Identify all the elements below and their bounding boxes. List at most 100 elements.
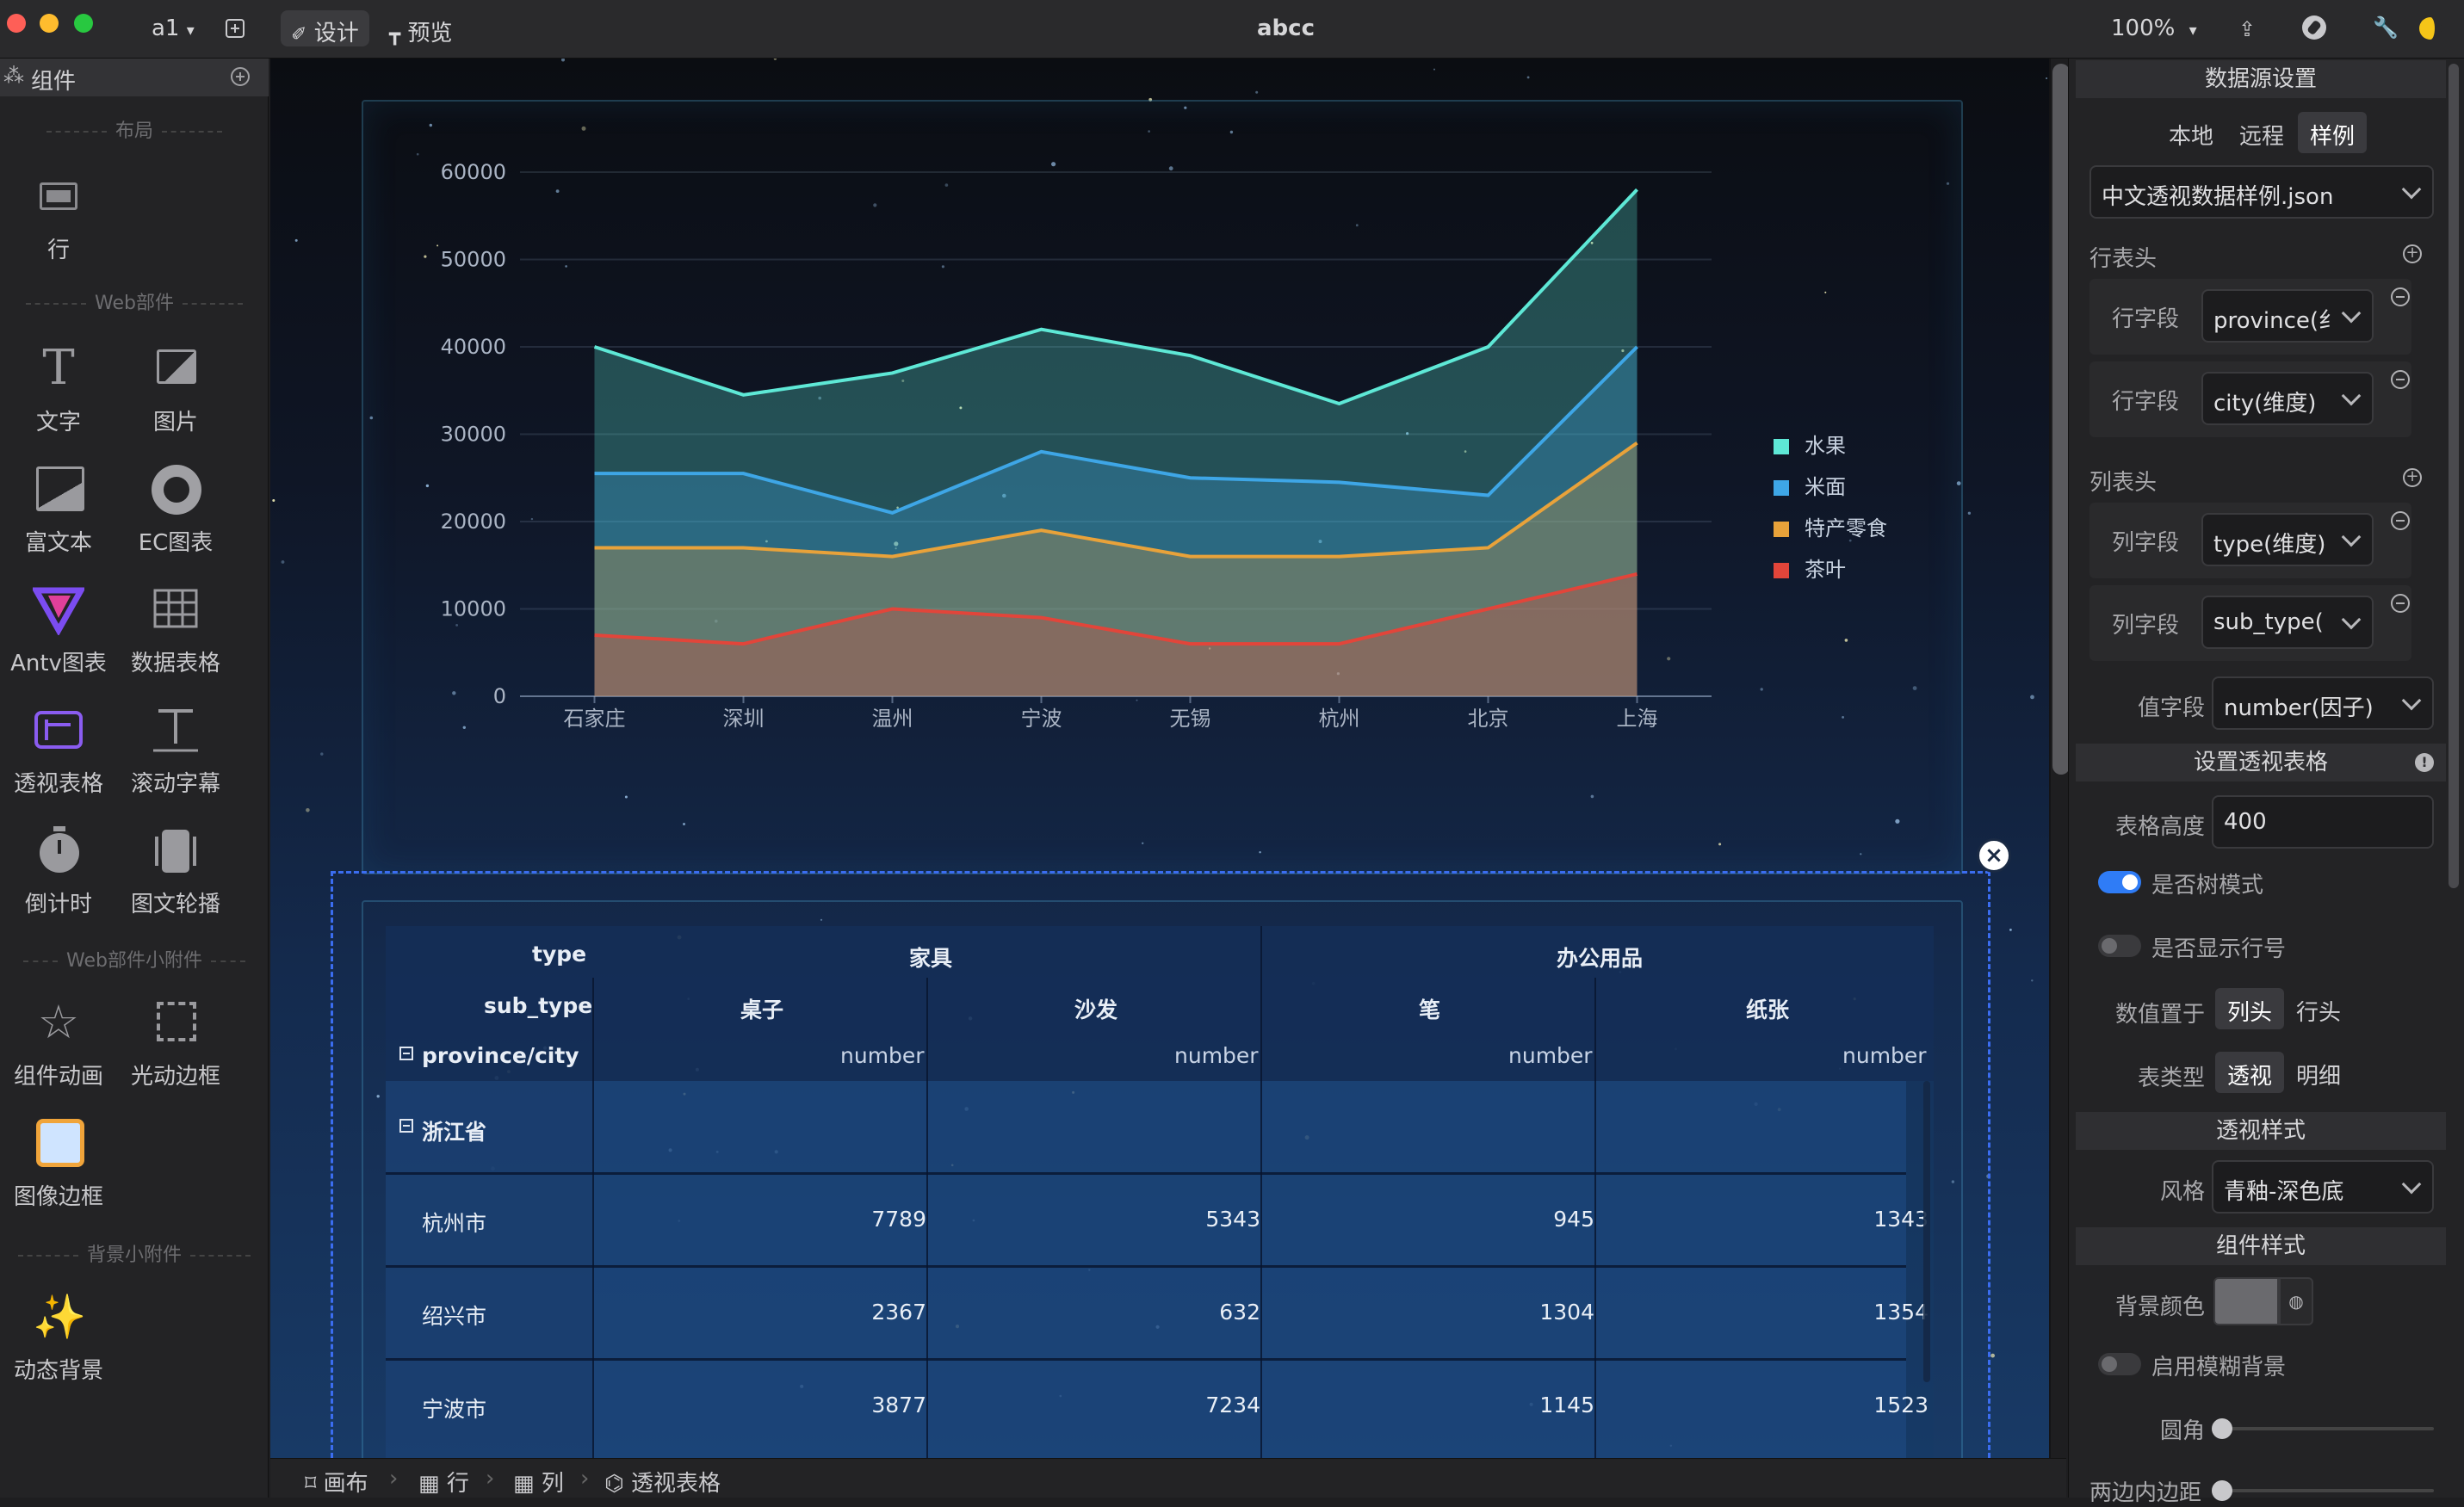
share-icon[interactable]: ⇪ bbox=[2238, 17, 2257, 41]
close-window-button[interactable] bbox=[7, 14, 26, 33]
info-icon[interactable]: ! bbox=[2415, 753, 2434, 772]
star-dot bbox=[944, 183, 949, 187]
component-datatable[interactable]: 数据表格 bbox=[117, 584, 234, 692]
table-type-pivot[interactable]: 透视 bbox=[2215, 1052, 2285, 1093]
radius-slider-thumb[interactable] bbox=[2212, 1418, 2232, 1439]
component-marquee[interactable]: 滚动字幕 bbox=[117, 704, 234, 812]
component-countdown[interactable]: 倒计时 bbox=[0, 825, 117, 933]
blur-bg-toggle[interactable] bbox=[2098, 1353, 2141, 1375]
legend-label: 茶叶 bbox=[1805, 558, 1846, 582]
values-at-row[interactable]: 行头 bbox=[2296, 1000, 2342, 1026]
style-select[interactable]: 青釉-深色底 bbox=[2212, 1160, 2434, 1214]
source-tab-local[interactable]: 本地 bbox=[2169, 124, 2214, 150]
row-icon: ▦ bbox=[418, 1471, 440, 1497]
legend-swatch bbox=[1774, 522, 1789, 537]
col-field-select[interactable]: type(维度) bbox=[2201, 513, 2374, 566]
breadcrumb-column[interactable]: ▦ 列 bbox=[513, 1471, 564, 1497]
properties-scrollbar[interactable] bbox=[2449, 64, 2459, 888]
values-at-col[interactable]: 列头 bbox=[2215, 988, 2285, 1029]
component-carousel[interactable]: 图文轮播 bbox=[117, 825, 234, 933]
table-scrollbar[interactable] bbox=[1923, 1081, 1930, 1382]
star-dot bbox=[452, 691, 456, 695]
legend-swatch bbox=[1774, 563, 1789, 578]
component-marquee-label: 滚动字幕 bbox=[130, 771, 220, 797]
component-animation[interactable]: ☆ 组件动画 bbox=[0, 997, 117, 1105]
col-field-select[interactable]: sub_type( bbox=[2201, 596, 2374, 649]
show-row-number-toggle[interactable] bbox=[2098, 935, 2141, 957]
minimize-window-button[interactable] bbox=[40, 14, 59, 33]
series-line bbox=[594, 571, 1638, 646]
source-tab-sample[interactable]: 样例 bbox=[2298, 112, 2368, 153]
tab-design[interactable]: ✐ 设计 bbox=[281, 10, 369, 46]
collapse-icon[interactable] bbox=[399, 1119, 413, 1133]
star-dot bbox=[1844, 639, 1848, 642]
series-area bbox=[594, 573, 1638, 696]
component-richtext[interactable]: 富文本 bbox=[0, 463, 117, 571]
star-dot bbox=[1860, 853, 1862, 855]
component-text[interactable]: T 文字 bbox=[0, 343, 117, 451]
table-height-input[interactable]: 400 bbox=[2212, 795, 2434, 849]
area-chart[interactable]: 0 10000 20000 30000 40000 50000 60000 石家庄 深圳 温州 宁波… bbox=[270, 59, 2049, 833]
palette-icon[interactable]: ◍ bbox=[2279, 1277, 2313, 1325]
section-web: Web部件 bbox=[0, 287, 269, 315]
component-image-border[interactable]: 图像边框 bbox=[0, 1117, 117, 1226]
zoom-select[interactable]: 100% ▾ bbox=[2111, 15, 2197, 41]
wrench-icon[interactable]: 🔧 bbox=[2373, 15, 2399, 40]
breadcrumb-row[interactable]: ▦ 行 bbox=[418, 1471, 469, 1497]
zoom-value: 100% bbox=[2111, 15, 2176, 41]
canvas-scrollbar[interactable] bbox=[2052, 64, 2070, 775]
compass-icon[interactable] bbox=[2302, 15, 2326, 40]
pivot-table[interactable]: type 家具 办公用品 sub_type 桌子 沙发 笔 纸张 provinc… bbox=[386, 926, 1934, 1458]
padding-slider-track[interactable] bbox=[2220, 1489, 2434, 1492]
city-cell: 绍兴市 bbox=[422, 1304, 487, 1329]
component-image[interactable]: 图片 bbox=[117, 343, 234, 451]
add-page-icon[interactable] bbox=[226, 19, 245, 38]
star-dot bbox=[818, 396, 821, 400]
radius-slider-track[interactable] bbox=[2220, 1427, 2434, 1430]
section-web-widgets: Web部件小附件 bbox=[0, 945, 269, 973]
component-echart[interactable]: EC图表 bbox=[117, 463, 234, 571]
add-row-field-icon[interactable]: + bbox=[2403, 244, 2422, 263]
tab-preview[interactable]: ┳ 预览 bbox=[379, 10, 463, 46]
component-row[interactable]: 行 bbox=[0, 170, 117, 279]
source-tab-remote[interactable]: 远程 bbox=[2239, 124, 2285, 150]
remove-row-field-icon[interactable] bbox=[2391, 287, 2410, 306]
remove-component-button[interactable]: × bbox=[1977, 838, 2011, 873]
component-antv[interactable]: Antv图表 bbox=[0, 584, 117, 692]
remove-col-field-icon[interactable] bbox=[2391, 511, 2410, 530]
row-field-select[interactable]: city(维度) bbox=[2201, 372, 2374, 425]
border-icon bbox=[150, 997, 201, 1048]
padding-slider-thumb[interactable] bbox=[2212, 1480, 2232, 1501]
remove-row-field-icon[interactable] bbox=[2391, 370, 2410, 389]
image-border-icon bbox=[33, 1117, 84, 1169]
component-animation-label: 组件动画 bbox=[13, 1064, 103, 1090]
add-component-icon[interactable] bbox=[231, 67, 250, 86]
breadcrumb-canvas[interactable]: ⌑ 画布 bbox=[305, 1471, 368, 1497]
value-field-select[interactable]: number(因子) bbox=[2212, 676, 2434, 730]
value-field-value: number(因子) bbox=[2224, 695, 2374, 721]
bg-color-swatch[interactable] bbox=[2213, 1277, 2279, 1325]
tree-mode-toggle[interactable] bbox=[2098, 871, 2141, 893]
row-field-select[interactable]: province(纟 bbox=[2201, 289, 2374, 343]
add-col-field-icon[interactable]: + bbox=[2403, 468, 2422, 487]
zoom-window-button[interactable] bbox=[74, 14, 93, 33]
header-subtype-paper: 纸张 bbox=[1746, 997, 1790, 1022]
component-dynamic-bg[interactable]: ✨ 动态背景 bbox=[0, 1291, 117, 1399]
document-menu[interactable]: a1 ▾ bbox=[152, 15, 195, 41]
canvas-area[interactable]: 0 10000 20000 30000 40000 50000 60000 石家庄 深圳 温州 宁波… bbox=[270, 59, 2051, 1458]
breadcrumb-pivot[interactable]: ⌬ 透视表格 bbox=[604, 1471, 721, 1497]
tab-design-label: 设计 bbox=[313, 21, 359, 46]
grid-line bbox=[386, 1172, 1906, 1175]
y-tick-label: 40000 bbox=[441, 335, 506, 359]
table-type-detail[interactable]: 明细 bbox=[2296, 1064, 2342, 1090]
star-dot bbox=[820, 918, 823, 921]
star-dot bbox=[1142, 842, 1144, 844]
theme-toggle-icon[interactable] bbox=[2419, 17, 2442, 40]
remove-col-field-icon[interactable] bbox=[2391, 594, 2410, 613]
star-dot bbox=[1912, 686, 1917, 690]
component-pivot[interactable]: 透视表格 bbox=[0, 704, 117, 812]
collapse-icon[interactable] bbox=[399, 1047, 413, 1060]
dataset-select[interactable]: 中文透视数据样例.json bbox=[2089, 165, 2434, 219]
chevron-right-icon: › bbox=[486, 1466, 495, 1492]
component-light-border[interactable]: 光动边框 bbox=[117, 997, 234, 1105]
